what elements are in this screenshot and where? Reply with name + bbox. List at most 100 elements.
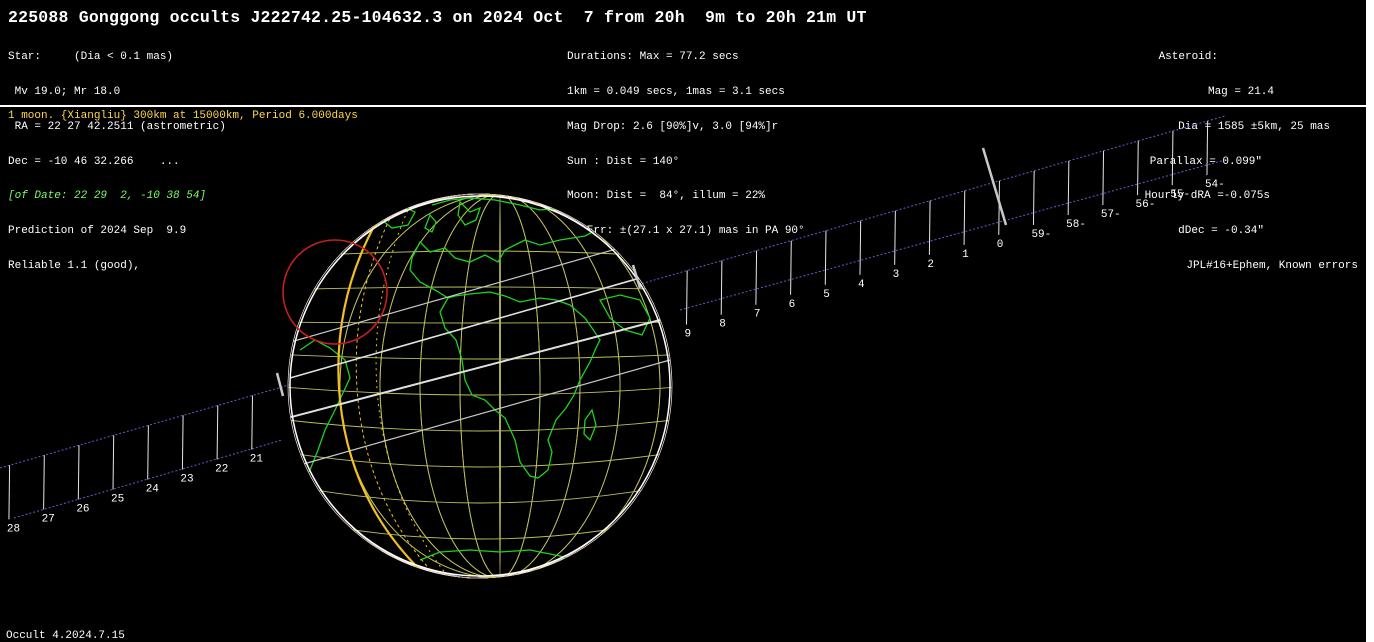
time-tick <box>928 200 931 255</box>
track-line-lower-right <box>679 159 1226 311</box>
time-tick <box>1171 130 1174 186</box>
time-tick <box>147 425 149 480</box>
parallel <box>288 286 672 291</box>
tick-label: 27 <box>42 513 55 525</box>
star-line: Reliable 1.1 (good), <box>8 259 141 272</box>
time-tick <box>790 240 792 295</box>
time-tick <box>963 190 966 245</box>
star-line: Star: (Dia < 0.1 mas) <box>8 51 174 64</box>
tick-label: 28 <box>7 523 20 535</box>
star-line: RA = 22 27 42.2511 (astrometric) <box>8 120 226 133</box>
tick-label: 9 <box>685 329 692 341</box>
meridian <box>459 194 541 578</box>
time-ticks <box>8 120 1209 520</box>
tick-label: 55- <box>1170 189 1190 201</box>
time-tick <box>1067 160 1070 216</box>
tick-label: 0 <box>997 239 1004 251</box>
time-tick <box>8 465 11 520</box>
tick-label: 21 <box>250 454 264 466</box>
time-tick <box>181 415 184 470</box>
star-line: Dec = -10 46 32.266 ... <box>8 155 180 168</box>
time-tick-labels: 2827262524232221987654321059-58-57-56-55… <box>7 179 1225 535</box>
parallel <box>288 385 672 396</box>
parallel <box>288 353 672 360</box>
time-tick <box>894 210 896 265</box>
tick-label: 56- <box>1136 199 1156 211</box>
event-line: Mag Drop: 2.6 [90%]v, 3.0 [94%]r <box>567 120 779 133</box>
asteroid-line: dDec = -0.34" <box>1178 225 1264 238</box>
center-path-line <box>288 319 661 421</box>
asteroid-line: Hourly dRA =-0.075s <box>1144 190 1270 203</box>
tick-label: 23 <box>180 474 193 486</box>
tick-label: 57- <box>1101 209 1121 221</box>
tick-label: 22 <box>215 464 228 476</box>
tick-label: 5 <box>823 289 830 301</box>
time-tick <box>216 405 219 460</box>
track-line-lower-left <box>13 439 283 519</box>
tick-label: 24 <box>146 483 160 495</box>
event-info-block: Durations: Max = 77.2 secs 1km = 0.049 s… <box>567 29 805 261</box>
parallel <box>288 481 672 504</box>
satellite-circle-icon <box>282 239 388 345</box>
asteroid-line: Mag = 21.4 <box>1207 85 1274 98</box>
meridian <box>499 194 501 578</box>
globe-outline <box>289 195 671 577</box>
tick-label: 8 <box>719 319 726 331</box>
tick-label: 54- <box>1205 179 1225 191</box>
event-line: Durations: Max = 77.2 secs <box>567 51 739 64</box>
path-end-marker-right <box>631 264 642 289</box>
time-tick <box>755 250 758 305</box>
time-tick <box>1137 140 1139 196</box>
time-tick <box>720 260 723 315</box>
time-tick <box>859 220 862 275</box>
globe-disc <box>290 196 670 576</box>
tick-label: 26 <box>76 503 89 515</box>
tick-label: 6 <box>789 299 796 311</box>
time-tick <box>251 395 253 450</box>
twilight-line-2 <box>375 204 447 575</box>
time-tick <box>1102 150 1105 206</box>
south-error-line <box>299 359 671 466</box>
tick-label: 25 <box>111 493 124 505</box>
time-tick <box>998 180 1000 235</box>
star-line-of-date: [of Date: 22 29 2, -10 38 54] <box>8 190 207 203</box>
time-tick <box>43 455 45 510</box>
tick-label: 58- <box>1066 219 1086 231</box>
asteroid-line: Parallax = 0.099" <box>1149 155 1262 168</box>
path-end-marker-left <box>275 372 285 397</box>
software-version: Occult 4.2024.7.15 <box>6 630 125 642</box>
event-line: Moon: Dist = 84°, illum = 22% <box>567 190 766 203</box>
tick-label: 1 <box>962 249 969 261</box>
asteroid-line: JPL#16+Ephem, Known errors <box>1186 259 1358 272</box>
earth-globe-icon <box>287 193 673 579</box>
asteroid-heading: Asteroid: <box>1158 51 1218 64</box>
minute-zero-marker <box>981 147 1008 226</box>
parallel <box>288 417 672 432</box>
tick-label: 4 <box>858 279 865 291</box>
tick-label: 59- <box>1031 229 1051 241</box>
asteroid-info-block: Asteroid: Mag = 21.4 Dia = 1585 ±5km, 25… <box>1145 29 1358 296</box>
time-tick <box>112 435 115 490</box>
time-tick <box>686 270 688 325</box>
time-tick <box>1206 120 1209 176</box>
north-error-line <box>288 244 631 346</box>
time-tick <box>824 230 827 285</box>
terminator-line <box>337 211 421 571</box>
tick-label: 7 <box>754 309 761 321</box>
time-tick <box>1032 170 1035 225</box>
satellite-info: 1 moon. {Xiangliu} 300km at 15000km, Per… <box>8 110 358 122</box>
header-divider <box>0 105 1366 107</box>
meridian <box>379 194 621 578</box>
event-title: 225088 Gonggong occults J222742.25-10463… <box>8 8 867 27</box>
tick-label: 3 <box>893 269 900 281</box>
tick-label: 2 <box>927 259 934 271</box>
time-tick <box>77 445 80 500</box>
star-line: Prediction of 2024 Sep 9.9 <box>8 225 187 238</box>
north-limit-line <box>289 277 641 379</box>
star-line: Mv 19.0; Mr 18.0 <box>8 85 121 98</box>
event-line: 1km = 0.049 secs, 1mas = 3.1 secs <box>567 85 785 98</box>
event-line: Sun : Dist = 140° <box>567 155 680 168</box>
star-info-block: Star: (Dia < 0.1 mas) Mv 19.0; Mr 18.0 R… <box>8 29 226 296</box>
